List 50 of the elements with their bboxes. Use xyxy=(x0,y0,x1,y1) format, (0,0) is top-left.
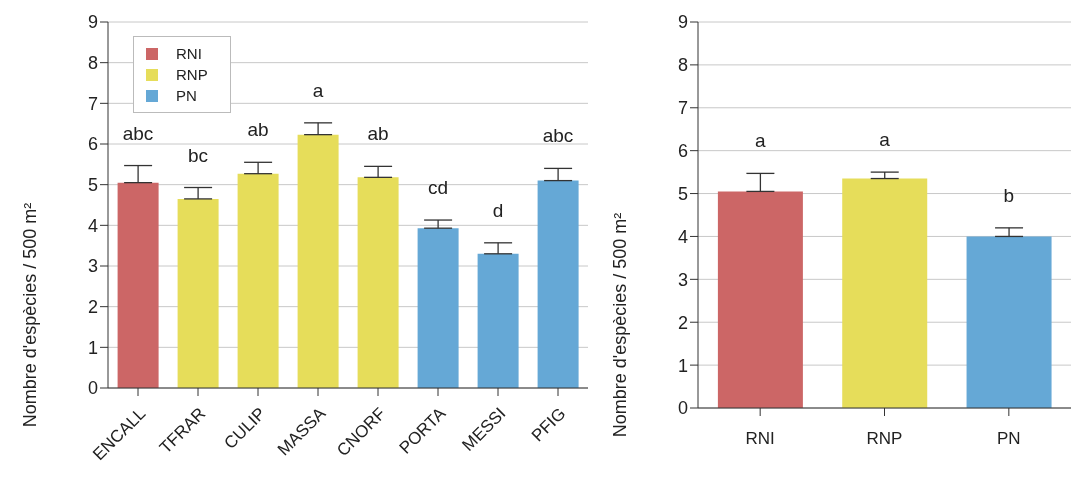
annotation: a xyxy=(312,79,324,101)
legend-label: RNP xyxy=(176,65,208,85)
y-tick-label: 3 xyxy=(677,269,688,290)
y-tick-label: 3 xyxy=(87,256,98,277)
y-tick-label: 7 xyxy=(87,93,98,114)
annotation: ab xyxy=(367,123,389,145)
y-tick-label: 1 xyxy=(677,355,688,376)
annotation: ab xyxy=(247,119,269,141)
bar xyxy=(177,198,219,388)
y-tick-label: 9 xyxy=(87,12,98,33)
y-axis-title: Nombre d'espècies / 500 m² xyxy=(610,212,631,438)
bar xyxy=(117,182,159,388)
bar xyxy=(537,180,579,388)
bar xyxy=(842,178,928,408)
bar xyxy=(417,228,459,388)
annotation: d xyxy=(492,199,504,221)
y-tick-label: 5 xyxy=(87,175,98,196)
y-tick-label: 8 xyxy=(87,53,98,74)
bar xyxy=(966,236,1052,408)
y-tick-label: 2 xyxy=(677,312,688,333)
y-tick-label: 8 xyxy=(677,55,688,76)
y-tick-label: 7 xyxy=(677,98,688,119)
legend-label: RNI xyxy=(176,44,202,64)
y-tick-label: 4 xyxy=(87,215,98,236)
annotation: a xyxy=(879,129,891,151)
annotation: abc xyxy=(122,122,154,144)
y-tick-label: 6 xyxy=(677,141,688,162)
legend-label: PN xyxy=(176,86,197,106)
x-tick-label: PN xyxy=(997,429,1021,449)
bar xyxy=(717,191,803,408)
bar xyxy=(237,173,279,388)
x-tick-label: RNP xyxy=(866,429,903,449)
y-tick-label: 0 xyxy=(87,378,98,399)
annotation: cd xyxy=(427,177,449,199)
y-tick-label: 5 xyxy=(677,183,688,204)
y-tick-label: 1 xyxy=(87,337,98,358)
bar xyxy=(477,253,519,388)
y-tick-label: 2 xyxy=(87,297,98,318)
y-tick-label: 4 xyxy=(677,226,688,247)
bar xyxy=(357,177,399,388)
y-tick-label: 6 xyxy=(87,134,98,155)
annotation: b xyxy=(1003,184,1015,206)
bar xyxy=(297,134,339,388)
annotation: bc xyxy=(187,144,209,166)
y-axis-title: Nombre d'espècies / 500 m² xyxy=(20,202,41,428)
annotation: a xyxy=(754,130,766,152)
x-tick-label: RNI xyxy=(745,429,775,449)
annotation: abc xyxy=(542,125,574,147)
y-tick-label: 9 xyxy=(677,12,688,33)
y-tick-label: 0 xyxy=(677,398,688,419)
